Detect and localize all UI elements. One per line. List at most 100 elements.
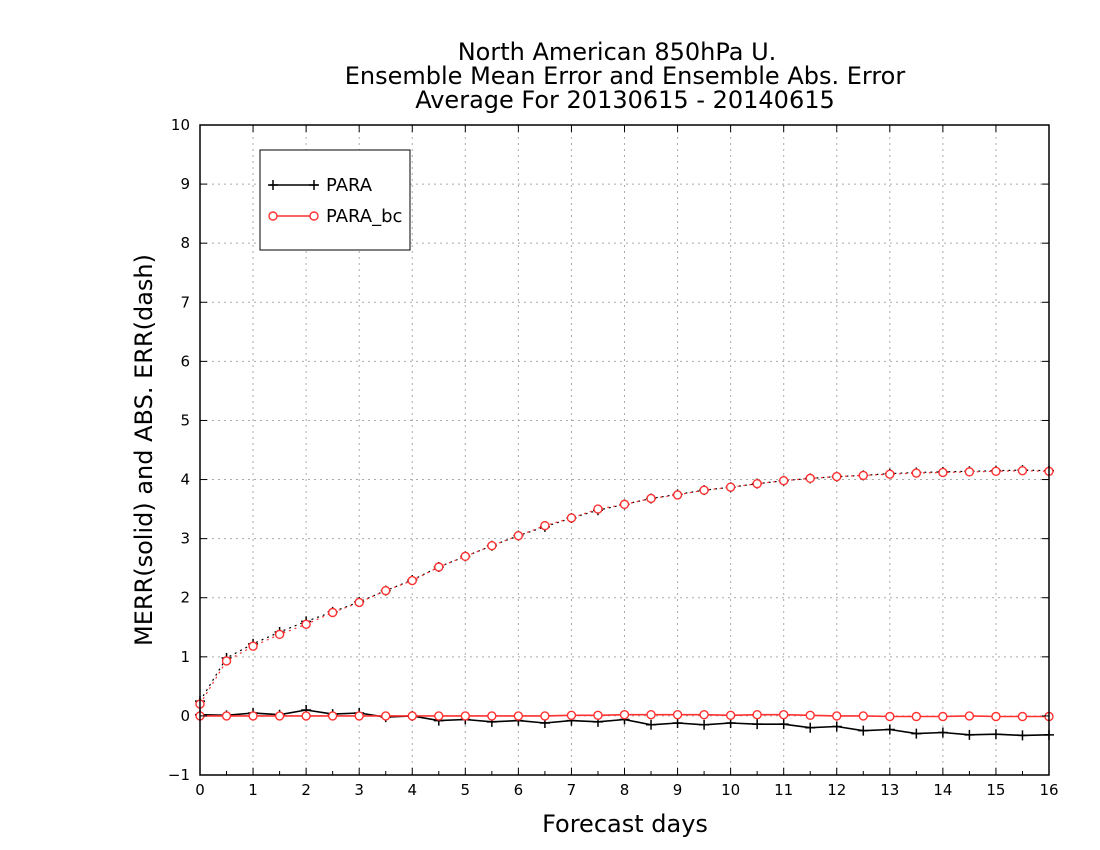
data-point-para-bc-mean-error (593, 710, 603, 721)
data-point-para-mean-error (858, 725, 869, 736)
data-point-para-bc-mean-error (566, 710, 577, 721)
data-point-para-mean-error (937, 727, 948, 738)
data-point-para-bc-mean-error (434, 711, 444, 721)
data-point-para-bc-mean-error (460, 711, 471, 721)
data-point-para-bc-abs-error (938, 467, 948, 478)
y-tick-label: 0 (180, 707, 190, 725)
data-point-para-mean-error (646, 719, 657, 730)
data-point-para-bc-abs-error (646, 493, 656, 504)
data-point-para-bc-mean-error (301, 711, 311, 721)
series-line-para-abs-error (199, 469, 1050, 702)
data-point-para-mean-error (778, 719, 789, 730)
data-point-para-bc-abs-error (885, 469, 895, 479)
y-tick-label: 4 (180, 471, 190, 489)
data-point-para-bc-abs-error (513, 530, 524, 541)
data-point-para-bc-mean-error (327, 711, 338, 721)
data-point-para-bc-abs-error (991, 466, 1001, 476)
x-axis-label: Forecast days (542, 810, 708, 838)
data-point-para-bc-mean-error (221, 711, 232, 721)
y-tick-label: 3 (180, 530, 190, 548)
data-point-para-bc-abs-error (566, 513, 577, 523)
x-tick-label: 2 (301, 781, 311, 799)
x-tick-label: 10 (721, 781, 740, 799)
data-point-para-bc-mean-error (672, 710, 683, 720)
data-point-para-bc-mean-error (619, 710, 630, 720)
y-tick-label: 5 (180, 411, 190, 429)
data-point-para-bc-abs-error (832, 471, 842, 482)
series-layer (195, 465, 1054, 741)
data-point-para-bc-abs-error (778, 476, 789, 486)
data-point-para-mean-error (805, 722, 816, 733)
data-point-para-bc-mean-error (513, 711, 524, 721)
data-point-para-bc-abs-error (672, 490, 683, 500)
data-point-para-bc-abs-error (460, 551, 471, 562)
x-tick-label: 6 (514, 781, 524, 799)
y-tick-label: 9 (180, 175, 190, 193)
data-point-para-bc-abs-error (725, 482, 736, 492)
x-tick-label: 5 (461, 781, 471, 799)
data-point-para-mean-error (831, 721, 842, 732)
series-para-bc-mean-error (195, 710, 1054, 722)
data-point-para-bc-abs-error (381, 585, 391, 596)
data-point-para-bc-mean-error (805, 710, 815, 721)
x-tick-label: 7 (567, 781, 577, 799)
data-point-para-bc-mean-error (778, 710, 789, 720)
legend-marker-para (268, 180, 278, 190)
x-tick-label: 16 (1039, 781, 1058, 799)
data-point-para-mean-error (699, 719, 710, 730)
data-point-para-bc-abs-error (274, 629, 285, 640)
data-point-para-bc-mean-error (540, 711, 550, 721)
x-tick-label: 13 (880, 781, 899, 799)
data-point-para-bc-mean-error (354, 711, 364, 721)
data-point-para-bc-mean-error (248, 711, 258, 721)
data-point-para-bc-abs-error (858, 470, 868, 481)
data-point-para-bc-mean-error (858, 711, 868, 721)
data-point-para-bc-abs-error (540, 520, 550, 531)
x-tick-label: 8 (620, 781, 630, 799)
data-point-para-bc-abs-error (593, 504, 603, 514)
chart-title-line-3: Average For 20130615 - 20140615 (415, 86, 835, 114)
data-point-para-mean-error (964, 729, 975, 740)
data-point-para-bc-mean-error (832, 711, 842, 721)
data-point-para-bc-mean-error (487, 711, 497, 721)
data-point-para-bc-abs-error (1017, 465, 1028, 476)
data-point-para-mean-error (884, 724, 895, 735)
y-tick-label: 8 (180, 234, 190, 252)
data-point-para-bc-abs-error (911, 468, 922, 478)
y-tick-label: 1 (180, 648, 190, 666)
y-tick-label: 10 (171, 116, 190, 134)
data-point-para-mean-error (1017, 730, 1028, 741)
legend: PARA PARA_bc (259, 149, 411, 251)
data-point-para-bc-abs-error (434, 562, 444, 572)
data-point-para-bc-mean-error (725, 710, 736, 721)
y-tick-label: 6 (180, 352, 190, 370)
y-axis-label: MERR(solid) and ABS. ERR(dash) (130, 254, 158, 646)
x-tick-label: 3 (354, 781, 364, 799)
data-point-para-bc-abs-error (805, 473, 815, 484)
chart-title-line-2: Ensemble Mean Error and Ensemble Abs. Er… (345, 62, 906, 90)
data-point-para-mean-error (911, 728, 922, 739)
legend-marker-para-bc (268, 211, 278, 221)
x-tick-label: 1 (248, 781, 258, 799)
data-point-para-bc-abs-error (407, 575, 417, 586)
data-point-para-bc-mean-error (381, 711, 391, 721)
y-tick-label: −1 (168, 766, 190, 784)
x-tick-label: 4 (407, 781, 417, 799)
data-point-para-bc-mean-error (885, 711, 895, 722)
chart-title: North American 850hPa U. Ensemble Mean E… (345, 38, 906, 114)
data-point-para-bc-abs-error (619, 499, 630, 510)
data-point-para-bc-abs-error (964, 467, 975, 477)
data-point-para-bc-mean-error (752, 710, 762, 720)
data-point-para-bc-abs-error (221, 656, 232, 666)
legend-marker-para (309, 180, 319, 190)
data-point-para-mean-error (752, 719, 763, 730)
x-tick-label: 9 (673, 781, 683, 799)
legend-box (259, 149, 411, 251)
data-point-para-bc-abs-error (487, 541, 497, 551)
data-point-para-bc-mean-error (964, 711, 975, 721)
y-tick-label: 2 (180, 589, 190, 607)
data-point-para-bc-mean-error (274, 711, 285, 721)
data-point-para-bc-abs-error (752, 478, 762, 489)
